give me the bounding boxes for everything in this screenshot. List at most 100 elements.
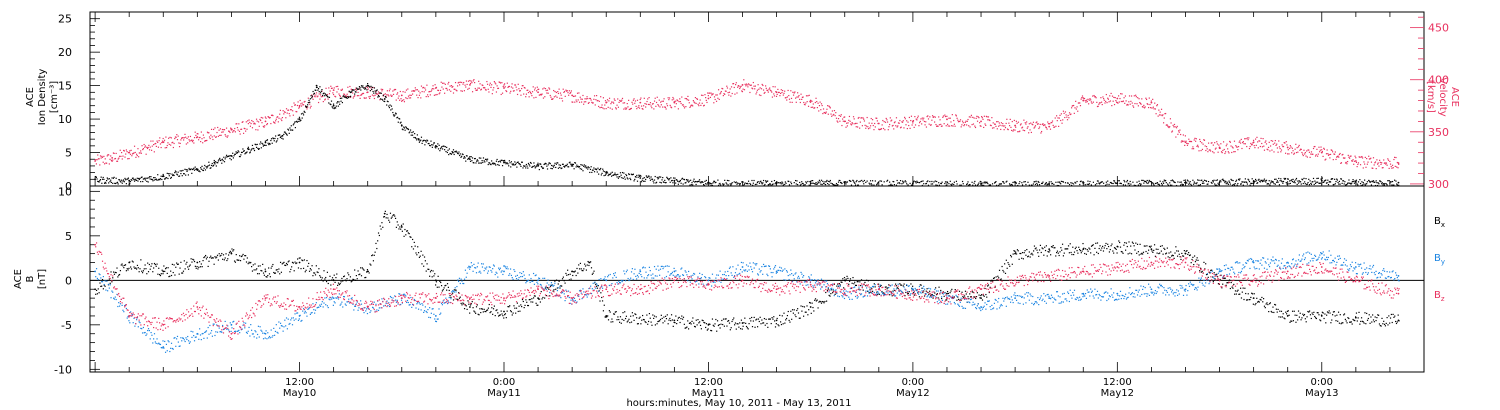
ion-density-series-dot bbox=[879, 180, 881, 182]
velocity-series-point bbox=[639, 101, 642, 104]
bx-series-dot bbox=[452, 292, 454, 294]
ion-density-series-dot bbox=[198, 170, 200, 172]
bx-series-dot bbox=[754, 326, 756, 328]
velocity-series-dot bbox=[514, 84, 516, 86]
ion-density-series-dot bbox=[643, 180, 645, 182]
ion-density-series-dot bbox=[228, 155, 230, 157]
bx-series-dot bbox=[408, 233, 410, 235]
ion-density-series-dot bbox=[730, 183, 733, 185]
bx-series-dot bbox=[544, 287, 547, 289]
velocity-series-dot bbox=[1053, 126, 1055, 128]
ion-density-series-dot bbox=[178, 175, 181, 177]
ion-density-series-dot bbox=[570, 165, 572, 167]
bx-series-dot bbox=[715, 318, 717, 321]
velocity-series-dot bbox=[352, 97, 354, 99]
bx-series-dot bbox=[241, 255, 243, 257]
velocity-series-dot bbox=[660, 101, 662, 103]
velocity-series-dot bbox=[136, 153, 138, 155]
velocity-series-dot bbox=[956, 117, 958, 119]
velocity-series-dot bbox=[631, 101, 633, 103]
velocity-series-dot bbox=[527, 89, 529, 91]
bx-series-dot bbox=[646, 314, 648, 316]
velocity-series-dot bbox=[1075, 108, 1077, 110]
ion-density-series-dot bbox=[805, 182, 808, 184]
ion-density-series-dot bbox=[1158, 184, 1161, 186]
bx-series-dot bbox=[563, 280, 565, 282]
ion-density-series-dot bbox=[1193, 181, 1195, 183]
velocity-series-dot bbox=[459, 81, 461, 83]
ion-density-series-dot bbox=[673, 177, 675, 179]
ion-density-series-dot bbox=[1070, 182, 1072, 184]
ion-density-series-dot bbox=[801, 182, 804, 185]
velocity-series-dot bbox=[364, 97, 366, 99]
velocity-series-dot bbox=[793, 92, 795, 94]
ion-density-series-dot bbox=[471, 160, 473, 162]
ion-density-series-dot bbox=[263, 144, 265, 146]
bx-series-dot bbox=[936, 293, 938, 295]
velocity-series-dot bbox=[839, 115, 842, 117]
velocity-series-dot bbox=[114, 158, 116, 160]
velocity-series-dot bbox=[330, 85, 332, 87]
ion-density-series-dot bbox=[426, 140, 429, 142]
bx-series-point bbox=[1150, 248, 1153, 251]
velocity-series-dot bbox=[1058, 125, 1060, 127]
velocity-series-dot bbox=[258, 125, 260, 127]
ion-density-series-dot bbox=[548, 162, 551, 164]
velocity-series-dot bbox=[540, 94, 542, 96]
ion-density-series-dot bbox=[426, 139, 428, 141]
bx-series-dot bbox=[765, 318, 767, 320]
ion-density-series-dot bbox=[583, 165, 585, 167]
ion-density-series-dot bbox=[657, 178, 659, 180]
bx-series-dot bbox=[118, 273, 121, 276]
bx-series-dot bbox=[446, 283, 449, 285]
bx-series-point bbox=[1286, 315, 1289, 317]
ion-density-series-dot bbox=[590, 166, 592, 168]
ion-density-series-dot bbox=[828, 183, 830, 186]
velocity-series-dot bbox=[1128, 101, 1130, 103]
ion-density-series-dot bbox=[1310, 182, 1312, 185]
velocity-series-dot bbox=[1245, 138, 1247, 140]
velocity-series-dot bbox=[326, 93, 329, 96]
velocity-series-dot bbox=[573, 95, 575, 97]
bx-series-dot bbox=[553, 289, 555, 291]
velocity-series-dot bbox=[606, 101, 608, 103]
velocity-series-dot bbox=[709, 92, 711, 94]
ion-density-series-dot bbox=[145, 177, 147, 179]
ion-density-series-dot bbox=[1321, 183, 1323, 185]
ion-density-series-dot bbox=[743, 183, 746, 185]
bx-series-dot bbox=[897, 287, 899, 290]
ion-density-series-dot bbox=[833, 184, 835, 186]
ion-density-series-dot bbox=[927, 184, 930, 186]
velocity-series-dot bbox=[653, 108, 655, 110]
ion-density-series-dot bbox=[741, 181, 743, 183]
velocity-series-dot bbox=[996, 128, 998, 130]
velocity-series-dot bbox=[137, 148, 139, 150]
velocity-series-dot bbox=[872, 119, 874, 121]
velocity-series-dot bbox=[483, 86, 485, 89]
velocity-series-dot bbox=[1297, 146, 1300, 148]
velocity-series-dot bbox=[328, 87, 330, 89]
ion-density-series-dot bbox=[933, 181, 935, 183]
bx-series-dot bbox=[636, 323, 639, 325]
bx-series-dot bbox=[490, 311, 492, 313]
velocity-series-dot bbox=[1094, 96, 1096, 98]
ion-density-series-dot bbox=[1011, 183, 1013, 186]
ion-density-series-dot bbox=[871, 184, 873, 186]
ion-density-series-dot bbox=[234, 153, 237, 155]
velocity-series-dot bbox=[184, 133, 186, 135]
velocity-series-dot bbox=[917, 115, 919, 117]
ion-density-series-dot bbox=[1218, 181, 1221, 184]
ion-density-series-dot bbox=[591, 171, 593, 174]
velocity-series-dot bbox=[794, 97, 797, 99]
bx-series-dot bbox=[880, 284, 882, 287]
bx-series-dot bbox=[879, 285, 881, 287]
ion-density-series-dot bbox=[493, 162, 495, 164]
velocity-series-point bbox=[980, 120, 982, 123]
bx-series-dot bbox=[407, 232, 409, 234]
velocity-series-dot bbox=[916, 117, 919, 119]
legend-bx: Bx bbox=[1434, 216, 1445, 229]
ion-density-series-dot bbox=[287, 129, 290, 131]
bx-series-dot bbox=[896, 287, 898, 289]
ion-density-series-dot bbox=[397, 121, 399, 123]
velocity-series-dot bbox=[836, 120, 838, 122]
